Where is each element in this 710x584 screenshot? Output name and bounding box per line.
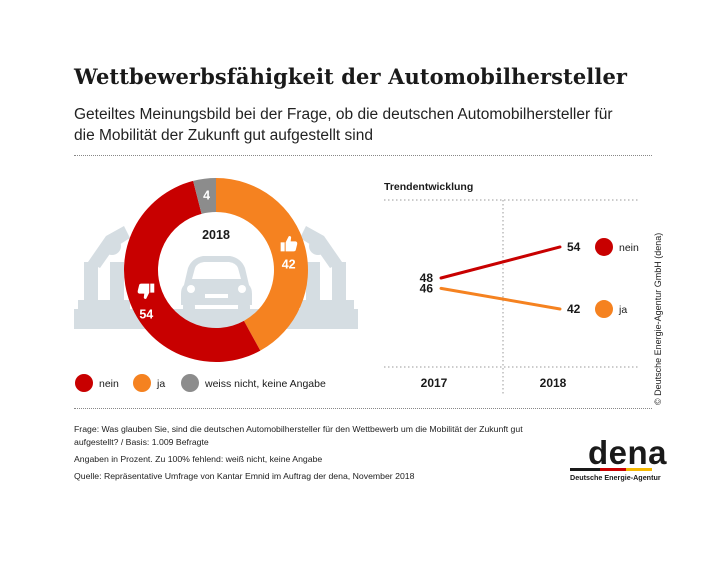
- trend-legend-label-ja: ja: [618, 304, 627, 316]
- donut-chart: 42 54 4: [123, 178, 309, 362]
- chart-title: Wettbewerbsfähigkeit der Automobilherste…: [74, 64, 628, 89]
- top-divider: [74, 155, 652, 156]
- trend-label-nein-2018: 54: [567, 240, 581, 254]
- dena-logo-bar: [570, 468, 652, 471]
- donut-value-ja: 42: [282, 257, 296, 271]
- donut-slice-nein: [123, 180, 261, 362]
- legend-label-nein: nein: [99, 378, 119, 390]
- dena-logo-word: dena: [588, 434, 668, 471]
- legend-swatch-unknown: [181, 374, 199, 392]
- donut-center: 2018: [181, 228, 252, 312]
- car-icon-details: [187, 262, 246, 298]
- donut-legend: nein ja weiss nicht, keine Angabe: [75, 374, 326, 392]
- donut-slice-unknown: [193, 178, 216, 214]
- donut-value-unknown: 4: [203, 189, 210, 203]
- trend-legend-swatch-nein: [595, 237, 613, 256]
- footnote-frage: Frage: Was glauben Sie, sind die deutsch…: [74, 424, 523, 447]
- legend-label-unknown: weiss nicht, keine Angabe: [204, 378, 326, 390]
- donut-year-label: 2018: [202, 228, 230, 242]
- thumbs-up-icon: [280, 236, 298, 252]
- legend-label-ja: ja: [156, 378, 165, 390]
- chart-area: 42 54 4 2018 Trendentwicklung 2017 2018 48 54…: [74, 178, 640, 395]
- trend-x-tick-2017: 2017: [421, 376, 448, 390]
- thumbs-down-icon: [137, 283, 155, 299]
- trend-legend-label-nein: nein: [619, 242, 639, 254]
- robot-background-illustration: [74, 226, 358, 329]
- legend-swatch-nein: [75, 374, 93, 392]
- trend-legend-swatch-ja: [595, 300, 613, 319]
- trend-label-ja-2018: 42: [567, 302, 581, 316]
- trend-label-ja-2017: 46: [420, 281, 434, 295]
- bottom-divider: [74, 408, 652, 409]
- trend-line-ja: [439, 286, 562, 311]
- dena-logo-subtitle: Deutsche Energie-Agentur: [570, 473, 661, 482]
- footnote-angaben: Angaben in Prozent. Zu 100% fehlend: wei…: [74, 454, 323, 464]
- footnote-quelle: Quelle: Repräsentative Umfrage von Kanta…: [74, 471, 415, 481]
- chart-subtitle: Geteiltes Meinungsbild bei der Frage, ob…: [74, 106, 613, 144]
- trend-x-tick-2018: 2018: [540, 376, 567, 390]
- legend-swatch-ja: [133, 374, 151, 392]
- trend-line-nein: [439, 245, 562, 280]
- trend-line-chart: Trendentwicklung 2017 2018 48 54 nein 46 42 ja: [384, 181, 640, 395]
- trend-label-nein-2017: 48: [420, 271, 434, 285]
- donut-slice-ja: [216, 178, 309, 351]
- donut-value-nein: 54: [139, 308, 153, 322]
- copyright-credit: © Deutsche Energie-Agentur GmbH (dena): [653, 232, 663, 405]
- trend-title: Trendentwicklung: [384, 181, 473, 193]
